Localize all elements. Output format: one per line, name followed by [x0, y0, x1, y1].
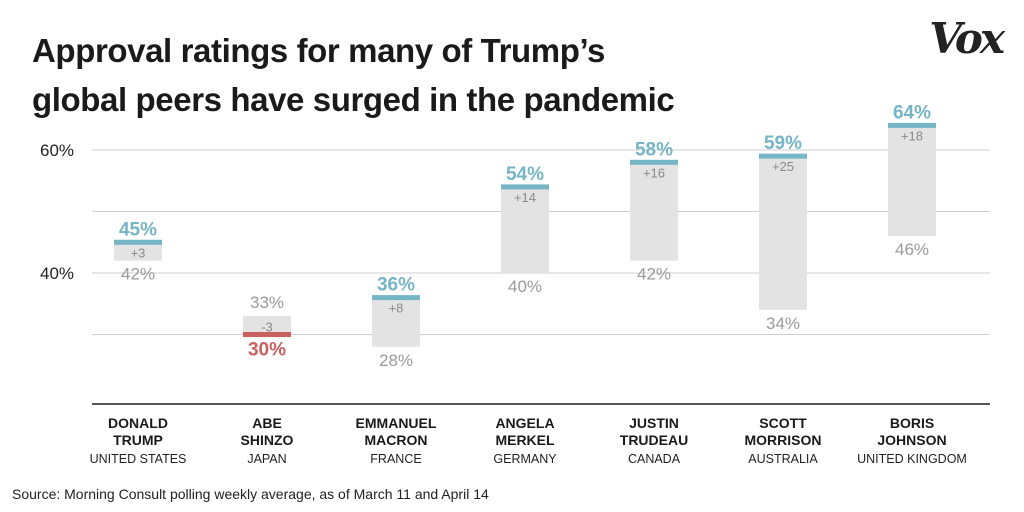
leader-firstname-macron: EMMANUEL	[356, 415, 437, 431]
after-label-macron: 36%	[377, 275, 415, 296]
change-label-trudeau: +16	[643, 165, 665, 180]
vox-logo: Vox	[929, 14, 1005, 63]
change-label-johnson: +18	[901, 128, 923, 143]
chart-title-line-1: Approval ratings for many of Trump’s	[32, 32, 605, 69]
country-label-johnson: UNITED KINGDOM	[857, 452, 967, 466]
after-label-trudeau: 58%	[635, 139, 673, 160]
leader-lastname-shinzo: SHINZO	[241, 432, 294, 448]
chart-title: Approval ratings for many of Trump’s glo…	[32, 26, 852, 124]
before-label-trump: 42%	[121, 265, 155, 284]
after-marker-trump	[114, 239, 162, 245]
range-bar-trump	[114, 242, 162, 261]
leader-lastname-morrison: MORRISON	[745, 432, 822, 448]
country-label-morrison: AUSTRALIA	[748, 452, 818, 466]
change-label-shinzo: -3	[261, 320, 273, 335]
range-bar-trudeau	[630, 162, 678, 261]
country-label-trudeau: CANADA	[628, 452, 681, 466]
leader-lastname-merkel: MERKEL	[495, 432, 555, 448]
after-marker-macron	[372, 295, 420, 301]
leader-lastname-trudeau: TRUDEAU	[620, 432, 688, 448]
leader-firstname-johnson: BORIS	[890, 415, 934, 431]
leader-firstname-merkel: ANGELA	[495, 415, 554, 431]
after-label-trump: 45%	[119, 219, 157, 240]
change-label-merkel: +14	[514, 190, 536, 205]
change-label-morrison: +25	[772, 159, 794, 174]
source-note: Source: Morning Consult polling weekly a…	[12, 486, 489, 502]
after-label-merkel: 54%	[506, 164, 544, 185]
before-label-trudeau: 42%	[637, 265, 671, 284]
leader-lastname-johnson: JOHNSON	[877, 432, 946, 448]
leader-firstname-shinzo: ABE	[252, 415, 282, 431]
chart-title-line-2: global peers have surged in the pandemic	[32, 81, 675, 118]
country-label-trump: UNITED STATES	[90, 452, 187, 466]
leader-lastname-trump: TRUMP	[113, 432, 163, 448]
leader-lastname-macron: MACRON	[365, 432, 428, 448]
before-label-morrison: 34%	[766, 314, 800, 333]
leader-firstname-trudeau: JUSTIN	[629, 415, 679, 431]
range-bar-shinzo	[243, 316, 291, 335]
before-label-macron: 28%	[379, 351, 413, 370]
after-marker-trudeau	[630, 159, 678, 165]
after-label-johnson: 64%	[893, 102, 931, 123]
change-label-macron: +8	[389, 301, 404, 316]
country-label-shinzo: JAPAN	[247, 452, 286, 466]
after-marker-shinzo	[243, 332, 291, 337]
range-bar-macron	[372, 297, 420, 347]
country-label-macron: FRANCE	[370, 452, 421, 466]
change-label-trump: +3	[131, 245, 146, 260]
y-tick-label-60: 60%	[40, 141, 74, 160]
after-marker-merkel	[501, 184, 549, 190]
after-marker-johnson	[888, 122, 936, 128]
y-tick-label-40: 40%	[40, 264, 74, 283]
after-label-morrison: 59%	[764, 133, 802, 154]
after-marker-morrison	[759, 153, 807, 159]
before-label-shinzo: 33%	[250, 293, 284, 312]
country-label-merkel: GERMANY	[493, 452, 557, 466]
range-bar-merkel	[501, 186, 549, 273]
leader-firstname-morrison: SCOTT	[759, 415, 807, 431]
range-bar-johnson	[888, 125, 936, 237]
before-label-johnson: 46%	[895, 240, 929, 259]
range-bar-morrison	[759, 156, 807, 310]
after-label-shinzo: 30%	[248, 340, 286, 361]
leader-firstname-trump: DONALD	[108, 415, 168, 431]
before-label-merkel: 40%	[508, 277, 542, 296]
